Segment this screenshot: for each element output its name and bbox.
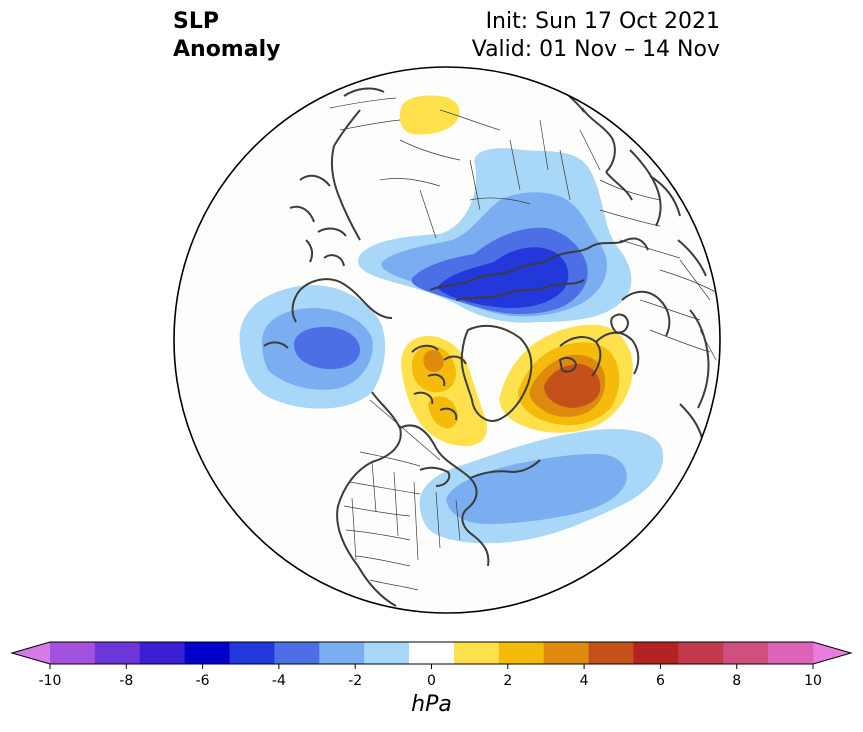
colorbar-tick-label: 6 bbox=[656, 673, 665, 688]
colorbar-tick-label: 2 bbox=[503, 673, 512, 688]
colorbar-swatch bbox=[768, 642, 814, 664]
colorbar-swatch bbox=[139, 642, 186, 664]
colorbar-tick-label: 0 bbox=[427, 673, 436, 688]
colorbar-swatch bbox=[498, 642, 545, 664]
title-init-date: Init: Sun 17 Oct 2021 bbox=[485, 9, 720, 34]
polar-map bbox=[173, 66, 721, 614]
colorbar-extend-low bbox=[12, 642, 50, 664]
title-field-name: SLP bbox=[173, 9, 219, 34]
colorbar-swatch bbox=[409, 642, 455, 664]
colorbar-swatch bbox=[588, 642, 634, 664]
title-right: Init: Sun 17 Oct 2021 Valid: 01 Nov – 14… bbox=[472, 8, 720, 64]
colorbar-swatch bbox=[319, 642, 365, 664]
title-valid-range: Valid: 01 Nov – 14 Nov bbox=[471, 37, 720, 62]
colorbar-tick-label: -4 bbox=[272, 673, 286, 688]
colorbar-tick-label: -10 bbox=[39, 673, 62, 688]
colorbar-tick-label: -8 bbox=[119, 673, 133, 688]
colorbar-swatch bbox=[723, 642, 769, 664]
colorbar-swatch bbox=[184, 642, 230, 664]
positive-anomaly-europe bbox=[399, 95, 460, 135]
colorbar-swatch bbox=[94, 642, 141, 664]
colorbar-tick-label: 8 bbox=[732, 673, 741, 688]
negative-anomaly-bering bbox=[239, 285, 386, 409]
map-disk bbox=[174, 67, 720, 613]
colorbar-units: hPa bbox=[411, 692, 452, 717]
colorbar-tick-label: -2 bbox=[348, 673, 362, 688]
colorbar-tick-label: -6 bbox=[196, 673, 210, 688]
map-boundary bbox=[173, 66, 721, 614]
negative-anomaly-newfoundland bbox=[505, 462, 552, 490]
colorbar-extend-high bbox=[813, 642, 851, 664]
colorbar-swatch bbox=[633, 642, 679, 664]
coastlines bbox=[263, 83, 710, 607]
colorbar-swatch bbox=[229, 642, 275, 664]
title-left: SLP Anomaly bbox=[173, 8, 280, 64]
colorbar-tick-label: 4 bbox=[580, 673, 589, 688]
colorbar-swatch bbox=[453, 642, 500, 664]
colorbar: -10 -8 -6 -4 -2 0 2 4 6 8 10 bbox=[10, 641, 853, 688]
colorbar-swatch bbox=[678, 642, 724, 664]
colorbar-tick-label: 10 bbox=[804, 673, 822, 688]
colorbar-swatch bbox=[50, 642, 96, 664]
colorbar-swatch bbox=[274, 642, 320, 664]
colorbar-swatch bbox=[543, 642, 589, 664]
positive-anomaly-barents bbox=[499, 324, 633, 433]
title-field-type: Anomaly bbox=[173, 37, 281, 62]
colorbar-swatch bbox=[364, 642, 410, 664]
